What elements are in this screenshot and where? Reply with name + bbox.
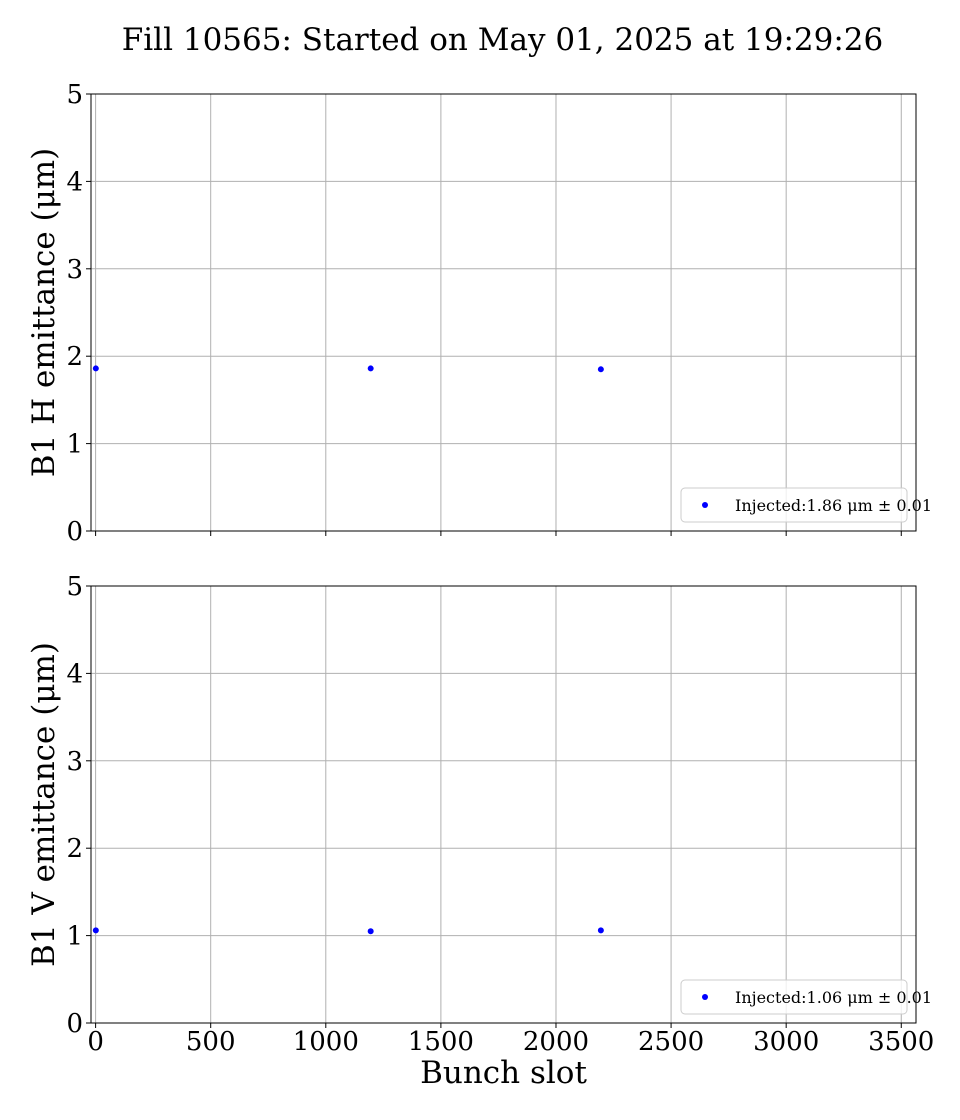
panel-vertical: 0 1 2 3 4 5 0 500 1000 1500 2000 2500 3000 3500 B1 V e…	[26, 572, 934, 1091]
y-axis-label: B1 V emittance (μm)	[26, 642, 62, 967]
x-tick-label: 500	[186, 1027, 236, 1057]
y-tick-label: 3	[66, 255, 83, 285]
y-tick-label: 3	[66, 747, 83, 777]
y-tick-label: 0	[66, 1009, 83, 1039]
x-tick-label: 1500	[408, 1027, 474, 1057]
data-point	[92, 927, 99, 934]
x-tick-label: 0	[87, 1027, 104, 1057]
figure-title: Fill 10565: Started on May 01, 2025 at 1…	[121, 22, 884, 58]
y-tick-label: 1	[66, 922, 83, 952]
panel-horizontal: 0 1 2 3 4 5 B1 H emittance (μm) Injected:1.86 μ…	[26, 80, 932, 547]
y-tick-label: 0	[66, 517, 83, 547]
legend-marker	[702, 994, 708, 1000]
legend-marker	[702, 502, 708, 508]
data-point	[597, 927, 604, 934]
data-point	[597, 366, 604, 373]
plot-frame	[90, 585, 917, 1024]
data-point	[367, 928, 374, 935]
x-tick-label: 2000	[523, 1027, 589, 1057]
legend-box	[680, 487, 908, 523]
legend-box	[680, 979, 908, 1015]
x-tick-label: 2500	[638, 1027, 704, 1057]
plot-frame	[90, 93, 917, 532]
y-tick-label: 5	[66, 572, 83, 602]
y-tick-label: 2	[66, 342, 83, 372]
y-axis-label: B1 H emittance (μm)	[26, 148, 62, 478]
y-tick-label: 4	[66, 167, 83, 197]
y-tick-label: 4	[66, 659, 83, 689]
y-tick-label: 5	[66, 80, 83, 110]
y-tick-label: 1	[66, 430, 83, 460]
data-point	[92, 365, 99, 372]
x-axis-label: Bunch slot	[420, 1055, 587, 1091]
x-tick-label: 3000	[753, 1027, 819, 1057]
data-point	[367, 365, 374, 372]
legend-label: Injected:1.86 μm ± 0.01	[735, 496, 932, 515]
legend-label: Injected:1.06 μm ± 0.01	[735, 988, 932, 1007]
x-tick-label: 3500	[868, 1027, 934, 1057]
x-tick-label: 1000	[293, 1027, 359, 1057]
y-tick-label: 2	[66, 834, 83, 864]
